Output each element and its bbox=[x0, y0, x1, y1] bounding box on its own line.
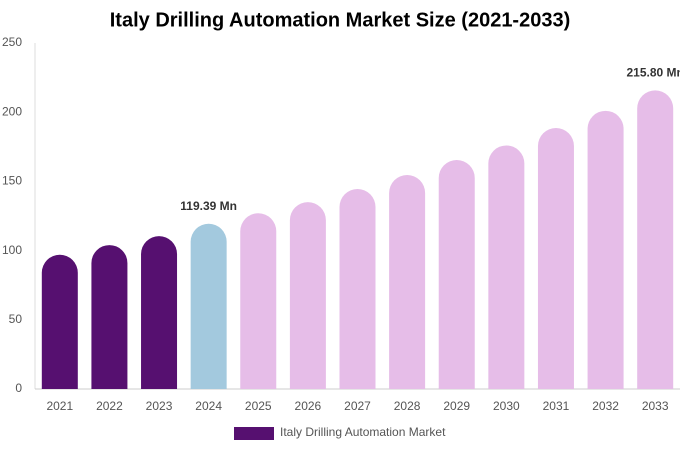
y-tick-label: 200 bbox=[2, 104, 22, 118]
bar bbox=[289, 202, 326, 389]
y-tick-label: 0 bbox=[15, 381, 22, 395]
bar bbox=[587, 110, 624, 390]
bar bbox=[41, 254, 78, 389]
legend-label: Italy Drilling Automation Market bbox=[280, 425, 446, 439]
x-tick-label: 2025 bbox=[245, 399, 272, 413]
x-tick-label: 2024 bbox=[195, 399, 222, 413]
y-tick-label: 100 bbox=[2, 243, 22, 257]
bar bbox=[438, 159, 475, 389]
x-tick-label: 2030 bbox=[493, 399, 520, 413]
x-tick-label: 2031 bbox=[543, 399, 570, 413]
x-tick-label: 2032 bbox=[592, 399, 619, 413]
bar bbox=[240, 213, 277, 389]
data-label: 215.80 Mn bbox=[627, 66, 680, 80]
bar bbox=[141, 236, 178, 389]
data-label: 119.39 Mn bbox=[180, 199, 237, 213]
x-tick-label: 2027 bbox=[344, 399, 371, 413]
bar bbox=[389, 175, 426, 389]
x-tick-label: 2033 bbox=[642, 399, 669, 413]
bar bbox=[91, 245, 128, 389]
y-tick-label: 50 bbox=[9, 312, 23, 326]
bar bbox=[537, 127, 574, 390]
x-tick-label: 2029 bbox=[443, 399, 470, 413]
bar bbox=[190, 223, 227, 389]
legend-swatch bbox=[234, 427, 274, 440]
x-tick-label: 2021 bbox=[46, 399, 73, 413]
x-tick-label: 2026 bbox=[295, 399, 322, 413]
y-tick-label: 250 bbox=[2, 35, 22, 49]
bar bbox=[637, 90, 674, 390]
x-tick-label: 2028 bbox=[394, 399, 421, 413]
chart-title: Italy Drilling Automation Market Size (2… bbox=[110, 9, 571, 31]
bar bbox=[339, 189, 376, 389]
y-tick-label: 150 bbox=[2, 174, 22, 188]
x-tick-label: 2022 bbox=[96, 399, 123, 413]
bar bbox=[488, 145, 525, 389]
x-tick-label: 2023 bbox=[146, 399, 173, 413]
